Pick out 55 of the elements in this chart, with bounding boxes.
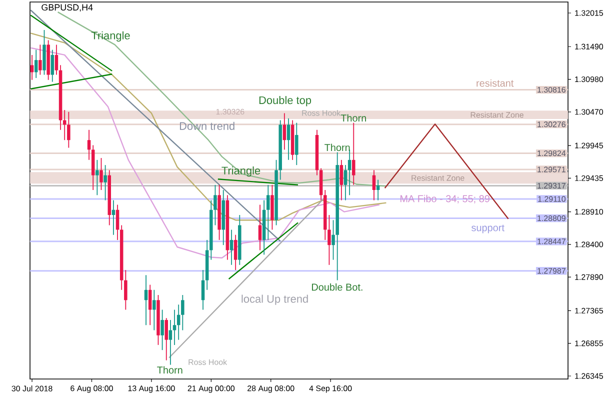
candlestick: [34, 49, 38, 78]
candlestick: [62, 110, 66, 141]
candlestick: [266, 184, 270, 240]
candlestick: [160, 309, 164, 351]
line-series: [57, 11, 387, 187]
candlestick: [67, 111, 70, 148]
line-series: [30, 32, 387, 221]
candlestick: [104, 164, 107, 201]
candlestick: [372, 170, 376, 201]
candlestick: [172, 309, 176, 346]
candlestick: [328, 214, 331, 266]
candlestick: [38, 44, 42, 76]
annotation: support: [472, 224, 504, 234]
candlestick: [286, 118, 290, 160]
candlestick: [295, 122, 298, 166]
candlestick: [332, 220, 335, 260]
candlestick: [201, 270, 205, 310]
candlestick: [116, 204, 120, 240]
candlestick: [230, 229, 234, 266]
candlestick: [340, 159, 344, 201]
candlestick: [30, 54, 34, 80]
candlestick: [214, 184, 217, 226]
candlestick: [234, 234, 238, 270]
annotation: Thorn: [324, 144, 350, 152]
annotation: Thorn: [340, 114, 366, 122]
candlestick: [50, 49, 54, 82]
annotation: Double top: [259, 96, 312, 106]
candlestick: [168, 320, 172, 366]
candlestick: [96, 159, 99, 196]
candlestick: [152, 289, 156, 331]
candlestick: [112, 200, 116, 236]
candlestick: [344, 164, 348, 201]
annotation: Double Bot.: [312, 283, 362, 291]
candlestick: [352, 122, 356, 186]
annotation: Thorn: [157, 366, 182, 374]
candlestick: [282, 112, 286, 150]
candlestick: [54, 44, 58, 76]
candlestick: [87, 129, 91, 160]
candlestick: [164, 318, 168, 361]
candlestick: [100, 158, 103, 190]
candlestick: [376, 179, 380, 201]
annotation: Triangle: [222, 166, 260, 177]
line-series: [30, 47, 380, 258]
candlestick: [148, 284, 152, 326]
candlestick: [258, 204, 262, 251]
annotation: MA Fibo - 34; 55; 89: [400, 194, 490, 204]
candlestick: [124, 270, 128, 310]
annotation: local Up trend: [242, 294, 308, 305]
candlestick: [181, 294, 184, 331]
chart-title: GBPUSD,H4: [42, 4, 93, 12]
candlestick: [348, 149, 352, 196]
annotation: resistant: [476, 79, 514, 87]
annotation: Triangle: [91, 31, 130, 42]
candlestick: [144, 274, 148, 326]
candlestick: [176, 304, 180, 340]
